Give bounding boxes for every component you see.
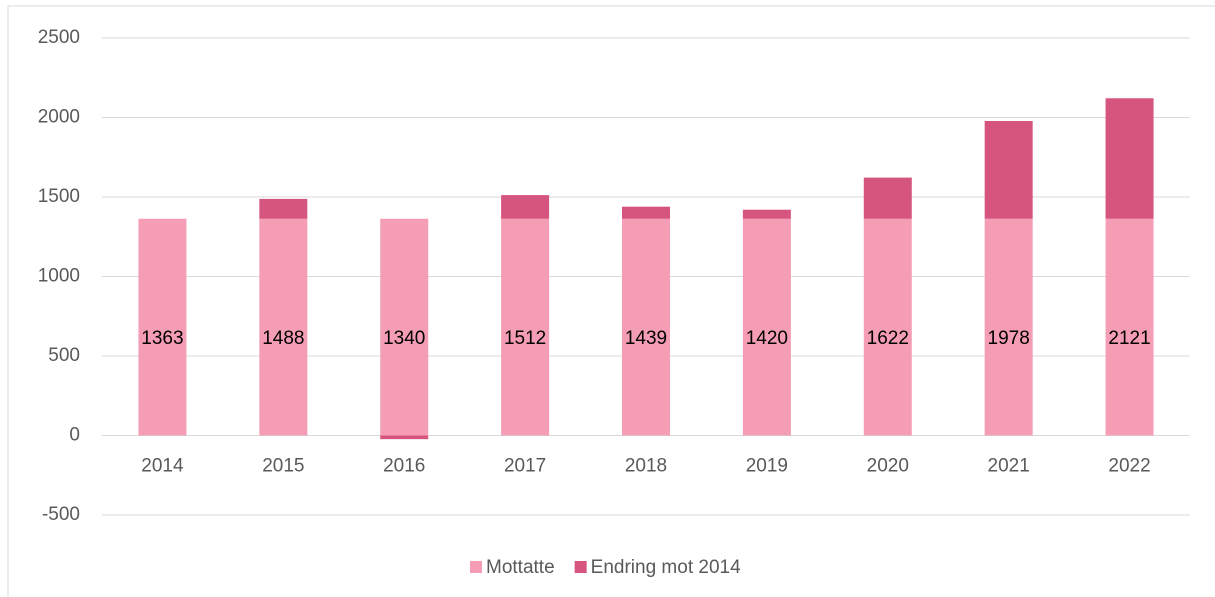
bar-segment — [380, 435, 429, 440]
y-tick-label: 2500 — [38, 27, 80, 48]
bar-segment — [501, 195, 550, 219]
data-label: 1488 — [262, 328, 304, 349]
bar-segment — [259, 218, 308, 436]
bar-segment — [259, 198, 308, 219]
bar-segment — [984, 218, 1033, 436]
data-label: 1420 — [746, 328, 788, 349]
bar-segment — [863, 177, 912, 219]
x-tick-label: 2014 — [141, 456, 184, 477]
y-tick-label: 1500 — [38, 186, 80, 207]
bar-segment — [984, 120, 1033, 219]
bar-segment — [501, 218, 550, 436]
x-tick-label: 2020 — [867, 456, 909, 477]
y-tick-label: 1000 — [38, 266, 80, 287]
data-label: 1622 — [867, 328, 909, 349]
x-tick-label: 2022 — [1108, 456, 1150, 477]
bar-segment — [380, 218, 429, 436]
chart-border — [7, 5, 1215, 597]
data-label: 1363 — [141, 328, 183, 349]
data-label: 1439 — [625, 328, 667, 349]
x-tick-label: 2016 — [383, 456, 425, 477]
x-tick-label: 2021 — [988, 456, 1030, 477]
bar-segment — [863, 218, 912, 436]
y-tick-label: 500 — [48, 345, 80, 366]
data-label: 1340 — [383, 328, 425, 349]
bar-segment — [742, 209, 791, 219]
data-label: 2121 — [1108, 328, 1150, 349]
legend-label: Mottatte — [486, 557, 555, 578]
data-label: 1512 — [504, 328, 546, 349]
y-tick-label: 0 — [69, 425, 80, 446]
x-tick-label: 2017 — [504, 456, 546, 477]
legend-swatch — [574, 561, 587, 573]
bar-segment — [1105, 218, 1154, 436]
x-tick-label: 2015 — [262, 456, 304, 477]
bar-segment — [622, 206, 670, 219]
bar-segment — [742, 218, 791, 436]
bar-segment — [1105, 98, 1154, 219]
x-tick-label: 2019 — [746, 456, 788, 477]
y-tick-label: -500 — [42, 504, 80, 525]
legend-label: Endring mot 2014 — [591, 557, 741, 578]
bar-segment — [622, 218, 670, 436]
y-tick-label: 2000 — [38, 107, 80, 128]
data-label: 1978 — [988, 328, 1030, 349]
legend-swatch — [470, 561, 482, 573]
x-tick-label: 2018 — [625, 456, 667, 477]
bar-segment — [138, 218, 187, 436]
